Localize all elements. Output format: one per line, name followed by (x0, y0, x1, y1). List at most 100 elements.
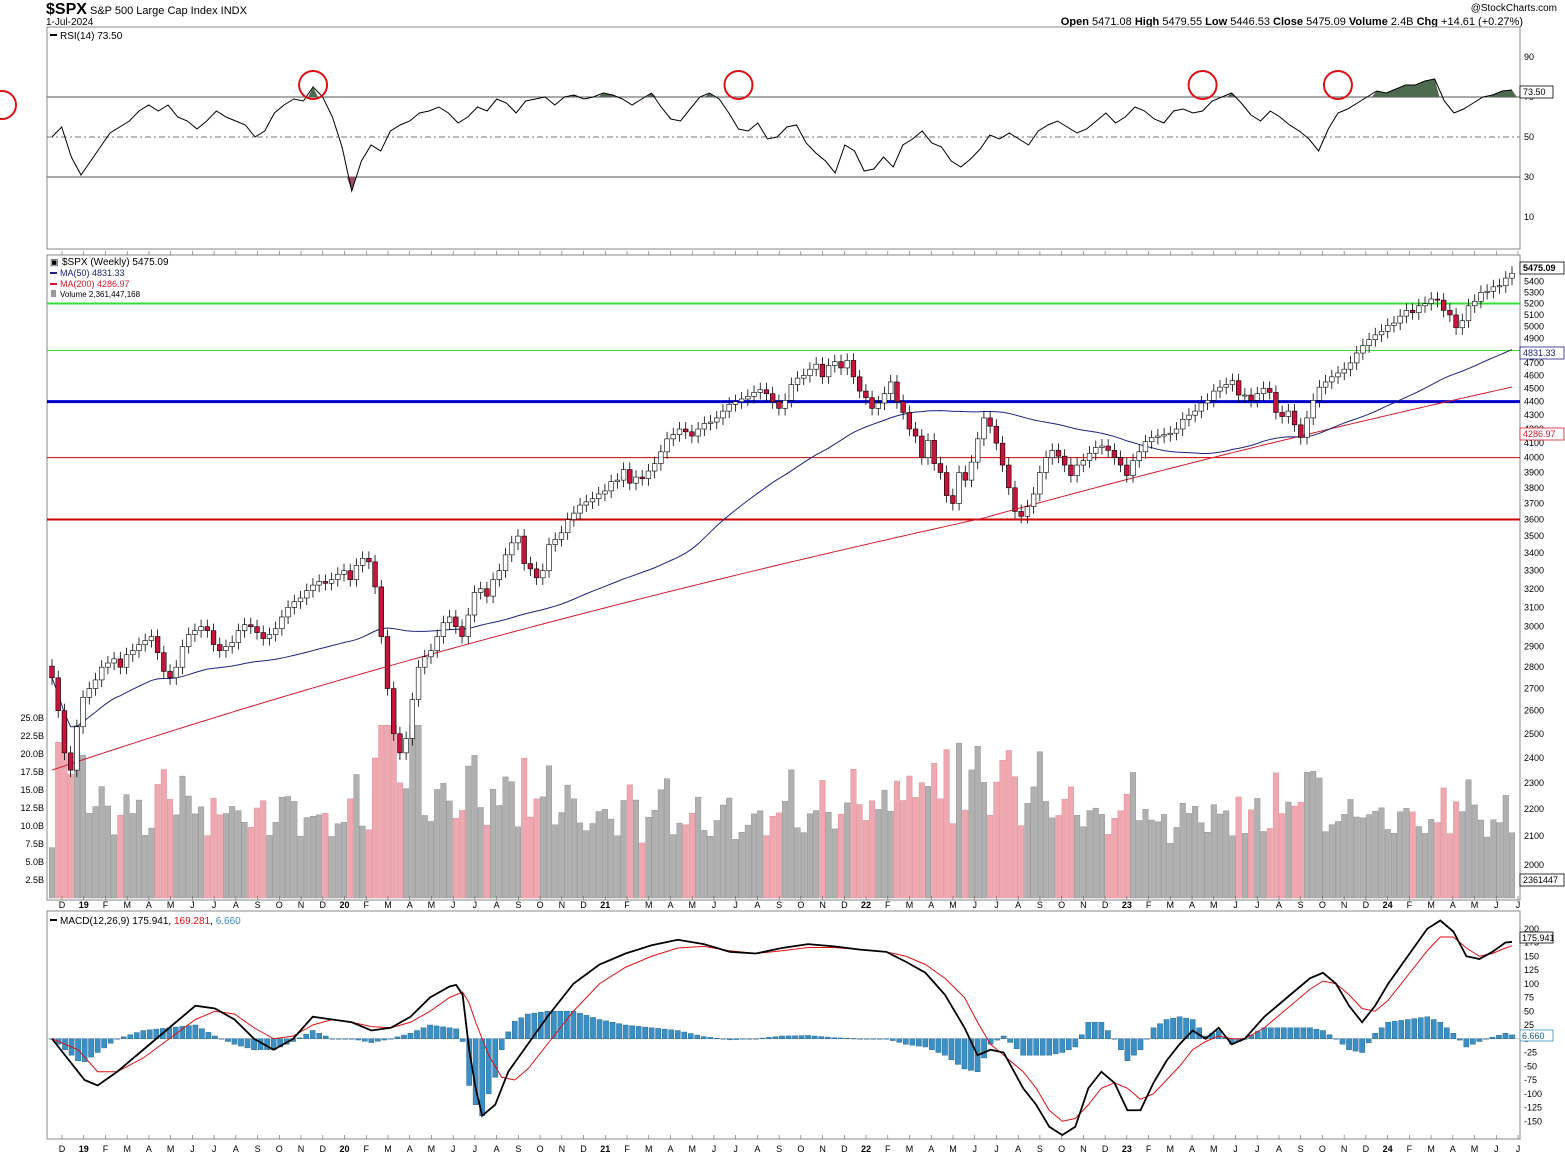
volume-bar (514, 826, 521, 899)
macd-histogram-bar (681, 1031, 688, 1039)
volume-bar (1086, 810, 1093, 899)
x-axis-label: S (776, 900, 782, 910)
macd-histogram-bar (375, 1038, 381, 1042)
x-axis-label: 22 (861, 900, 871, 910)
x-axis-label: A (1015, 1144, 1021, 1154)
macd-histogram-bar (577, 1013, 583, 1039)
volume-bar (1098, 814, 1105, 899)
candle-body (546, 544, 552, 571)
macd-histogram-bar (916, 1038, 922, 1047)
candle-body (422, 656, 428, 668)
x-axis-label: A (1276, 1144, 1282, 1154)
rsi-value-tag: 73.50 (1519, 85, 1554, 99)
volume-bar (601, 809, 608, 899)
volume-bar (92, 806, 99, 899)
x-axis-label: A (1450, 900, 1456, 910)
macd-histogram-bar (948, 1038, 955, 1061)
volume-bar (1049, 817, 1056, 899)
x-axis-label: J (1255, 900, 1260, 910)
x-axis-label: J (1255, 1144, 1260, 1154)
candle-body (272, 628, 279, 635)
volume-bar (1061, 798, 1068, 899)
candle-body (61, 710, 68, 754)
x-axis-label: 23 (1122, 1144, 1132, 1154)
macd-histogram-bar (740, 1038, 746, 1040)
macd-tick-label: 125 (1524, 965, 1539, 975)
candle-body (291, 601, 297, 608)
x-axis-label: A (754, 1144, 760, 1154)
macd-legend: MACD(12,26,9) 175.941, 169.281, 6.660 (60, 916, 241, 927)
macd-histogram-bar (857, 1038, 864, 1040)
volume-bar (1335, 821, 1342, 899)
volume-bar (732, 839, 739, 899)
volume-bar (1415, 826, 1422, 899)
candle-body (484, 588, 490, 597)
price-tick-label: 5400 (1524, 276, 1544, 286)
price-panel-frame (46, 254, 1521, 901)
macd-tick-label: -50 (1524, 1061, 1537, 1071)
macd-histogram-bar (1411, 1018, 1418, 1039)
volume-bar (1092, 807, 1099, 899)
macd-histogram-bar (642, 1026, 648, 1039)
candle-body (111, 658, 117, 664)
candle-body (1148, 437, 1155, 443)
volume-tick-label: 15.0B (20, 785, 44, 795)
x-axis-label: O (276, 900, 283, 910)
candle-body (198, 626, 204, 631)
macd-histogram-bar (1020, 1038, 1026, 1056)
ma50-line (51, 349, 1513, 728)
candle-body (80, 697, 86, 728)
macd-histogram-bar (870, 1038, 877, 1040)
volume-bar (1117, 810, 1124, 899)
macd-histogram-bar (635, 1026, 642, 1039)
price-tick-label: 5000 (1524, 322, 1544, 332)
volume-bar (794, 827, 801, 899)
x-axis-label: D (59, 900, 66, 910)
x-axis-label: N (1080, 1144, 1087, 1154)
macd-histogram-bar (1111, 1038, 1118, 1040)
price-tick-label: 2700 (1524, 684, 1544, 694)
volume-bar (291, 801, 298, 899)
candle-body (676, 428, 683, 435)
high-label: High (1134, 16, 1160, 28)
candle-body (900, 401, 906, 413)
macd-histogram-bar (759, 1037, 766, 1039)
macd-histogram-bar (1026, 1038, 1033, 1056)
candle-body (192, 630, 198, 635)
candle-body (1478, 292, 1484, 302)
macd-histogram-bar (309, 1030, 316, 1039)
candle-body (1086, 452, 1093, 461)
x-axis-label: D (1363, 900, 1370, 910)
x-axis-label: S (1298, 1144, 1304, 1154)
volume-bar (1359, 817, 1366, 899)
open-label: Open (1060, 16, 1089, 28)
candle-body (186, 634, 192, 647)
volume-bar (229, 806, 236, 899)
macd-histogram-bar (179, 1026, 186, 1039)
candle-body (304, 590, 310, 599)
rsi-annotation-circle (298, 70, 329, 100)
macd-histogram-bar (596, 1019, 603, 1039)
x-axis-label: M (123, 900, 131, 910)
candle-body (465, 614, 471, 637)
candle-body (751, 392, 757, 397)
candle-body (440, 622, 447, 637)
volume-bar (1204, 831, 1211, 899)
macd-histogram-bar (1170, 1017, 1176, 1039)
volume-bar (539, 796, 546, 899)
price-tick-label: 2000 (1524, 860, 1544, 870)
volume-bar (1434, 822, 1441, 899)
macd-histogram-bar (88, 1038, 94, 1058)
price-tick-label: 3700 (1524, 498, 1544, 508)
macd-histogram-bar (218, 1038, 225, 1040)
macd-histogram-bar (342, 1038, 349, 1040)
volume-bar (931, 763, 938, 899)
macd-histogram-bar (1215, 1030, 1222, 1039)
macd-histogram-bar (1039, 1038, 1046, 1056)
x-axis-label: F (885, 1144, 891, 1154)
candle-body (1105, 445, 1111, 451)
rsi-tick-label: 10 (1524, 212, 1534, 222)
macd-tick-label: -25 (1524, 1048, 1537, 1058)
macd-histogram-bar (1444, 1027, 1450, 1039)
volume-bar (154, 784, 161, 899)
